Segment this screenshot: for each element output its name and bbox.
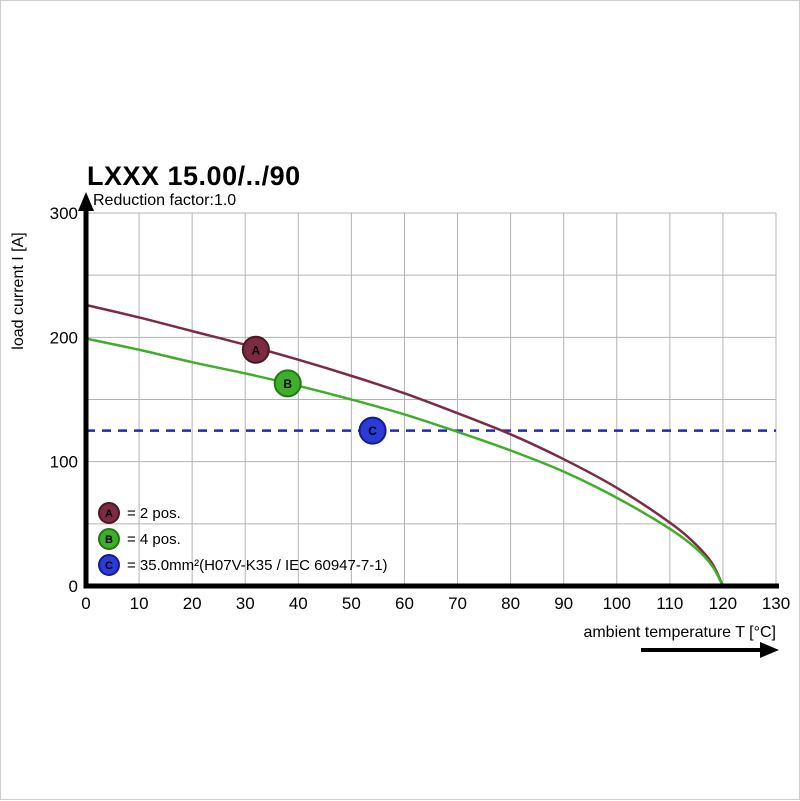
x-tick-label: 80 xyxy=(501,594,520,613)
legend-label-C: = 35.0mm²(H07V-K35 / IEC 60947-7-1) xyxy=(127,557,388,574)
legend-label-A: = 2 pos. xyxy=(127,505,181,522)
reference-C-marker-letter: C xyxy=(368,424,377,438)
y-tick-label: 100 xyxy=(50,453,78,472)
legend-marker-B-icon xyxy=(98,528,120,550)
axes-layer xyxy=(78,192,779,658)
chart-subtitle: Reduction factor:1.0 xyxy=(93,192,236,209)
tick-labels-layer: 0 10 20 30 40 50 60 70 80 90 100 110 120 130 0 100 200 30… xyxy=(50,204,791,613)
series-A-curve xyxy=(85,303,725,587)
curves-layer xyxy=(85,303,725,587)
legend-marker-A-icon xyxy=(98,502,120,524)
x-tick-label: 100 xyxy=(603,594,631,613)
legend-marker-C-icon xyxy=(98,554,120,576)
x-tick-label: 130 xyxy=(762,594,790,613)
x-axis-title: ambient temperature T [°C] xyxy=(583,624,776,641)
y-axis-title: load current I [A] xyxy=(10,232,27,349)
legend-letter-B: B xyxy=(105,534,113,546)
x-tick-label: 50 xyxy=(342,594,361,613)
y-tick-label: 200 xyxy=(50,328,78,347)
chart-title: LXXX 15.00/../90 xyxy=(87,161,301,191)
legend-letter-A: A xyxy=(105,508,113,520)
series-B-marker-icon xyxy=(273,369,302,398)
markers-layer: A B C xyxy=(241,335,387,445)
x-tick-label: 90 xyxy=(554,594,573,613)
series-A-marker-letter: A xyxy=(252,343,261,357)
series-B-marker-letter: B xyxy=(283,377,292,391)
x-tick-label: 10 xyxy=(130,594,149,613)
y-tick-label: 0 xyxy=(69,577,78,596)
x-tick-label: 0 xyxy=(81,594,90,613)
x-tick-label: 40 xyxy=(289,594,308,613)
x-tick-label: 120 xyxy=(709,594,737,613)
x-tick-label: 20 xyxy=(183,594,202,613)
legend-letter-C: C xyxy=(105,560,113,572)
x-tick-label: 70 xyxy=(448,594,467,613)
x-tick-label: 30 xyxy=(236,594,255,613)
reference-C-marker-icon xyxy=(358,416,387,445)
legend: A = 2 pos. B = 4 pos. C = 35.0mm²(H07V-K35 / … xyxy=(98,502,388,576)
x-tick-label: 110 xyxy=(656,594,683,613)
x-tick-label: 60 xyxy=(395,594,414,613)
legend-label-B: = 4 pos. xyxy=(127,531,181,548)
y-axis-arrow-icon xyxy=(78,192,94,211)
series-A-marker-icon xyxy=(241,335,270,364)
x-direction-arrow-icon xyxy=(760,642,779,658)
y-tick-label: 300 xyxy=(50,204,78,223)
series-B-curve xyxy=(85,337,725,587)
